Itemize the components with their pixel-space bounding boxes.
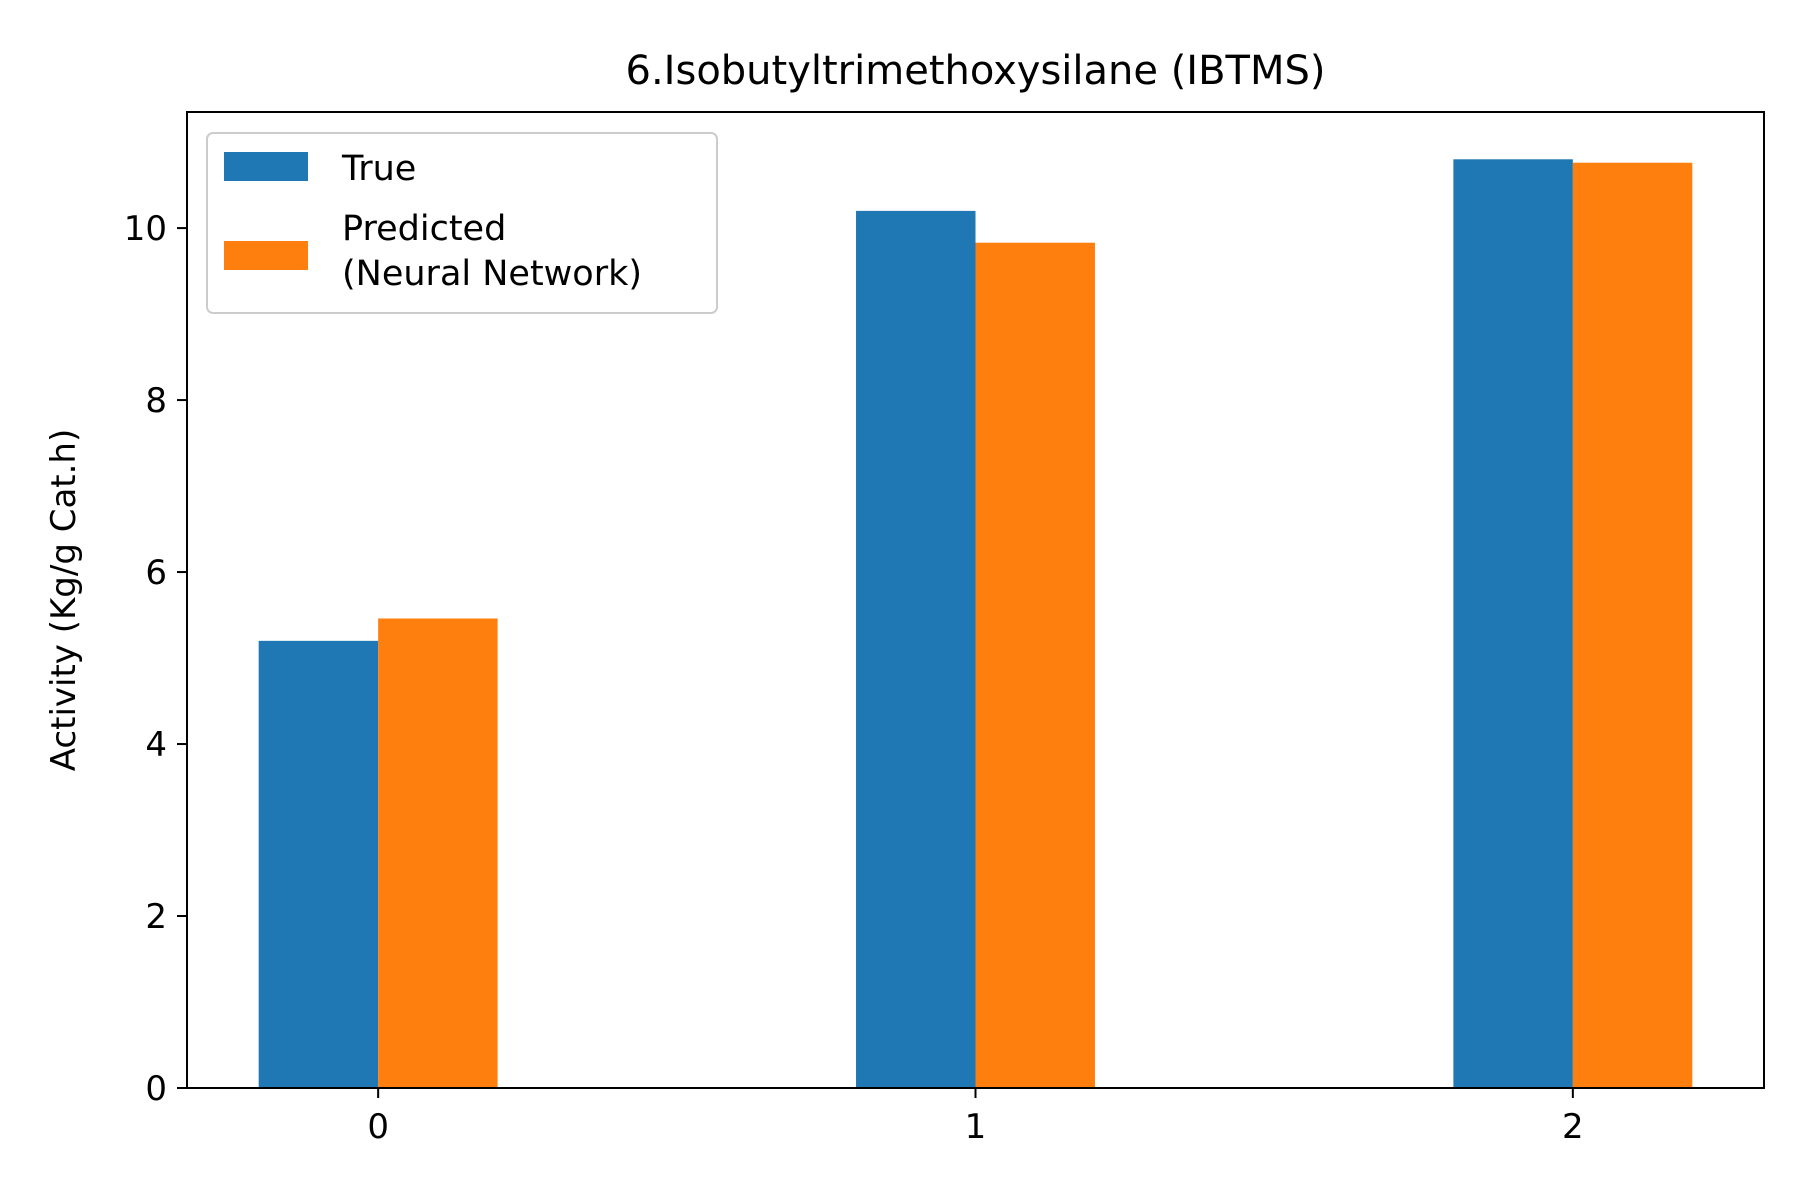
y-axis-label: Activity (Kg/g Cat.h) bbox=[44, 429, 84, 771]
legend-swatch-true bbox=[224, 152, 308, 181]
x-tick-label-0: 0 bbox=[367, 1107, 389, 1147]
plot-area: 0 2 4 6 8 10 0 1 2 bbox=[124, 111, 1765, 1147]
y-tick-label-8: 8 bbox=[145, 381, 167, 421]
x-tick-label-2: 2 bbox=[1562, 1107, 1584, 1147]
y-tick-label-0: 0 bbox=[145, 1069, 167, 1109]
series-0 bbox=[258, 159, 1573, 1088]
y-tick-label-2: 2 bbox=[145, 897, 167, 937]
bar-predicted-0 bbox=[378, 618, 498, 1088]
bar-predicted-2 bbox=[1572, 162, 1693, 1088]
legend-swatch-predicted bbox=[224, 241, 308, 270]
bar-predicted-1 bbox=[975, 242, 1095, 1088]
y-tick-label-4: 4 bbox=[145, 725, 167, 765]
bar-true-1 bbox=[856, 210, 976, 1088]
legend: True Predicted (Neural Network) bbox=[206, 132, 718, 314]
x-tick-label-1: 1 bbox=[965, 1107, 987, 1147]
legend-label-true: True bbox=[341, 149, 416, 189]
y-tick-label-6: 6 bbox=[145, 553, 167, 593]
series-1 bbox=[378, 162, 1693, 1088]
y-tick-label-10: 10 bbox=[124, 209, 167, 249]
legend-label-predicted: Predicted (Neural Network) bbox=[342, 209, 642, 294]
chart-title: 6.Isobutyltrimethoxysilane (IBTMS) bbox=[626, 48, 1326, 94]
bar-true-2 bbox=[1453, 159, 1573, 1088]
bar-true-0 bbox=[258, 640, 379, 1088]
legend-box bbox=[206, 132, 718, 314]
